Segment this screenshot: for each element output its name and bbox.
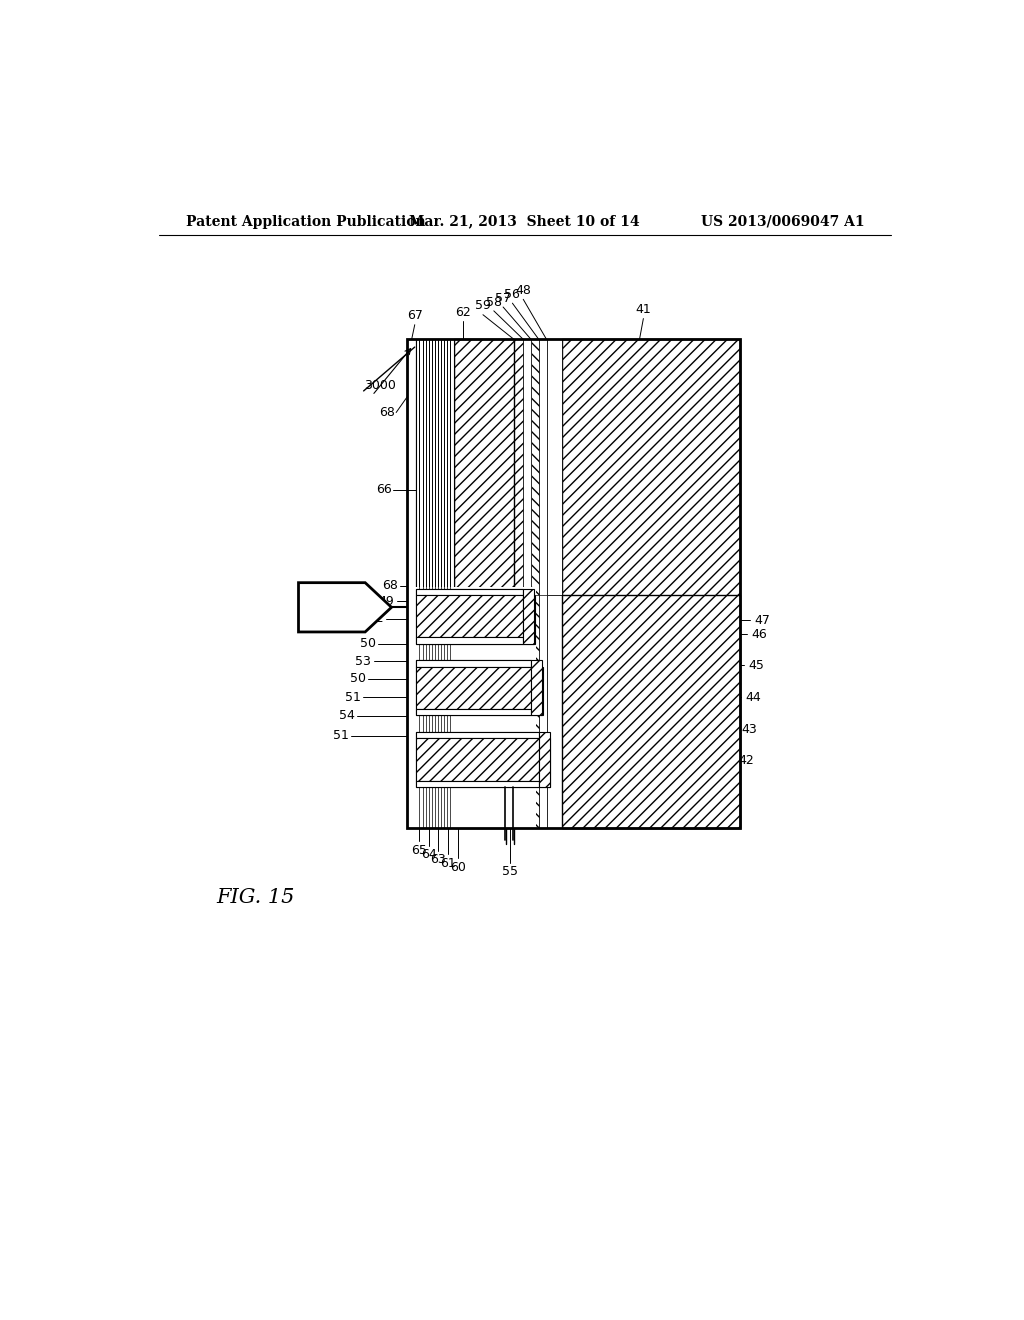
Text: 46: 46 xyxy=(751,628,767,640)
Text: 43: 43 xyxy=(741,723,758,737)
Text: 47: 47 xyxy=(755,614,770,627)
Text: 65: 65 xyxy=(412,843,427,857)
Bar xyxy=(539,738,550,787)
Text: 59: 59 xyxy=(475,300,490,313)
Text: 56: 56 xyxy=(505,288,520,301)
Bar xyxy=(407,339,417,829)
Bar xyxy=(523,595,531,829)
Bar xyxy=(417,709,531,715)
Text: 62: 62 xyxy=(455,305,471,318)
Text: 44: 44 xyxy=(744,690,761,704)
Text: Patent Application Publication: Patent Application Publication xyxy=(186,215,426,228)
Bar xyxy=(417,733,539,738)
Text: 67: 67 xyxy=(407,309,423,322)
Bar xyxy=(417,339,454,829)
Bar xyxy=(562,595,740,829)
Text: 41: 41 xyxy=(636,304,651,317)
Bar xyxy=(417,709,531,715)
Bar xyxy=(514,339,523,829)
Text: FIG. 15: FIG. 15 xyxy=(217,888,295,907)
Bar xyxy=(415,587,536,829)
Text: 50: 50 xyxy=(350,672,366,685)
Text: 57: 57 xyxy=(495,292,511,305)
Bar xyxy=(417,667,531,709)
Bar xyxy=(417,638,523,644)
Bar xyxy=(523,595,535,644)
Text: 51: 51 xyxy=(333,730,349,742)
Bar xyxy=(531,660,542,715)
Bar xyxy=(417,595,514,829)
Bar xyxy=(417,589,523,595)
Bar xyxy=(523,339,531,829)
Text: Mar. 21, 2013  Sheet 10 of 14: Mar. 21, 2013 Sheet 10 of 14 xyxy=(410,215,640,228)
Text: 58: 58 xyxy=(485,296,502,309)
Text: 50: 50 xyxy=(360,638,376,649)
Bar xyxy=(417,595,523,638)
Bar xyxy=(514,595,523,829)
Bar xyxy=(454,339,514,829)
Polygon shape xyxy=(299,582,391,632)
Text: 49 52: 49 52 xyxy=(348,612,384,626)
Bar xyxy=(539,595,547,829)
Text: 51: 51 xyxy=(345,690,360,704)
Bar xyxy=(417,660,531,667)
Text: 64: 64 xyxy=(421,849,436,862)
Bar xyxy=(531,667,543,715)
Text: US 2013/0069047 A1: US 2013/0069047 A1 xyxy=(700,215,864,228)
Bar xyxy=(417,595,523,638)
Bar xyxy=(417,733,539,738)
Text: 68: 68 xyxy=(380,407,395,418)
Text: 49: 49 xyxy=(379,594,394,607)
Bar xyxy=(523,589,535,644)
Bar xyxy=(531,339,539,829)
Text: LIGHT: LIGHT xyxy=(314,601,356,614)
Text: 42: 42 xyxy=(738,754,755,767)
Text: 63: 63 xyxy=(430,853,445,866)
Bar xyxy=(417,589,523,595)
Bar xyxy=(417,738,539,780)
Text: 3000: 3000 xyxy=(364,379,395,392)
Bar xyxy=(417,780,539,787)
Text: 53: 53 xyxy=(355,655,372,668)
Text: 54: 54 xyxy=(339,709,355,722)
Text: 68: 68 xyxy=(382,579,397,593)
Bar xyxy=(547,339,562,829)
Bar xyxy=(417,738,539,780)
Text: 61: 61 xyxy=(440,857,456,870)
Bar xyxy=(417,638,523,644)
Bar xyxy=(539,733,550,787)
Bar xyxy=(417,660,531,667)
Text: 60: 60 xyxy=(451,861,466,874)
Bar xyxy=(417,780,539,787)
Bar xyxy=(547,595,562,829)
Text: 45: 45 xyxy=(748,659,764,672)
Bar xyxy=(531,595,539,829)
Text: 55: 55 xyxy=(502,866,518,878)
Text: 66: 66 xyxy=(376,483,391,496)
Bar xyxy=(562,339,740,829)
Text: 48: 48 xyxy=(515,284,531,297)
Bar xyxy=(417,667,531,709)
Bar xyxy=(539,339,547,829)
Bar xyxy=(407,339,740,829)
